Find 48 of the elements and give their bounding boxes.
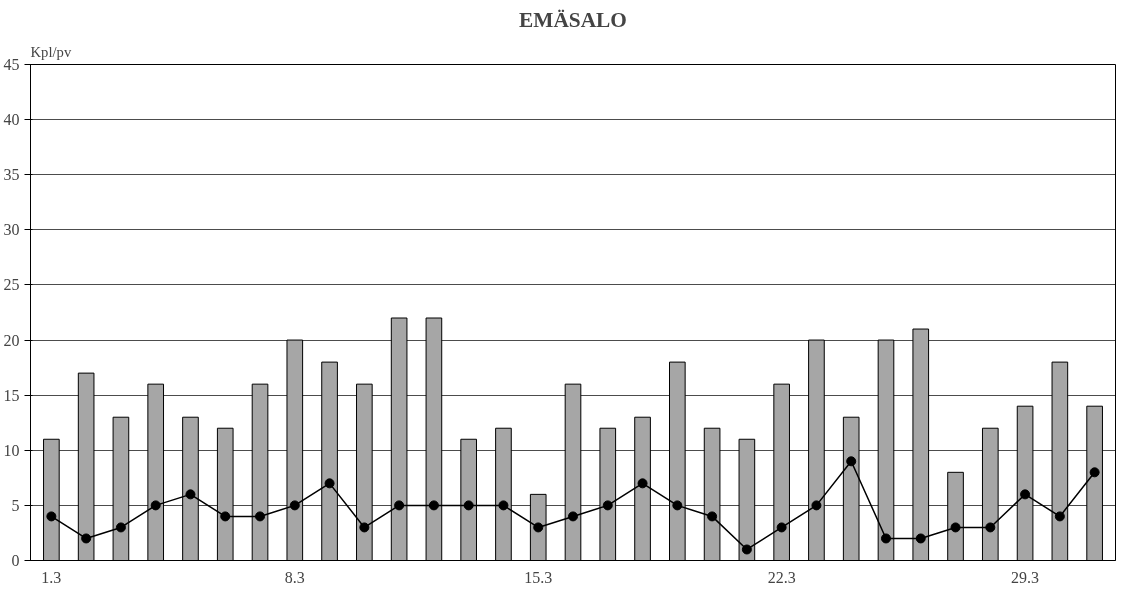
x-tick-label: 1.3 <box>41 568 62 586</box>
y-tick-label: 30 <box>3 221 20 239</box>
point <box>220 511 231 522</box>
point <box>846 456 857 467</box>
x-tick-label: 15.3 <box>524 568 553 586</box>
point <box>115 522 126 533</box>
y-tick-label: 0 <box>11 552 20 569</box>
point <box>672 500 683 511</box>
point <box>289 500 300 511</box>
y-tick-label: 10 <box>3 441 20 459</box>
point <box>46 511 57 522</box>
point <box>324 478 335 489</box>
point <box>915 533 926 544</box>
point <box>637 478 648 489</box>
point <box>776 522 787 533</box>
point <box>568 511 578 522</box>
point <box>811 500 822 511</box>
point <box>985 522 996 533</box>
point <box>255 511 266 522</box>
chart-title: EMÄSALO <box>519 7 627 32</box>
point <box>533 522 544 533</box>
y-tick-label: 25 <box>3 276 20 294</box>
point <box>359 522 370 533</box>
y-tick-label: 35 <box>3 166 20 184</box>
y-tick-label: 5 <box>11 496 20 514</box>
y-tick-label: 15 <box>3 386 20 404</box>
x-tick-label: 29.3 <box>1011 568 1040 586</box>
point <box>428 500 439 511</box>
point <box>602 500 613 511</box>
y-tick-label: 20 <box>3 331 20 349</box>
y-tick-label: 45 <box>3 56 20 73</box>
point <box>950 522 961 533</box>
y-axis-title: Kpl/pv <box>30 43 72 60</box>
x-tick-label: 22.3 <box>767 568 796 586</box>
point <box>394 500 405 511</box>
point <box>1054 511 1065 522</box>
point <box>81 533 92 544</box>
point <box>741 544 752 555</box>
point <box>707 511 718 522</box>
point <box>880 533 891 544</box>
point <box>150 500 161 511</box>
point <box>185 489 196 500</box>
point <box>498 500 509 511</box>
point <box>1020 489 1031 500</box>
y-tick-label: 40 <box>3 111 20 129</box>
point <box>1089 467 1100 478</box>
point <box>463 500 474 511</box>
x-tick-label: 8.3 <box>284 568 305 586</box>
